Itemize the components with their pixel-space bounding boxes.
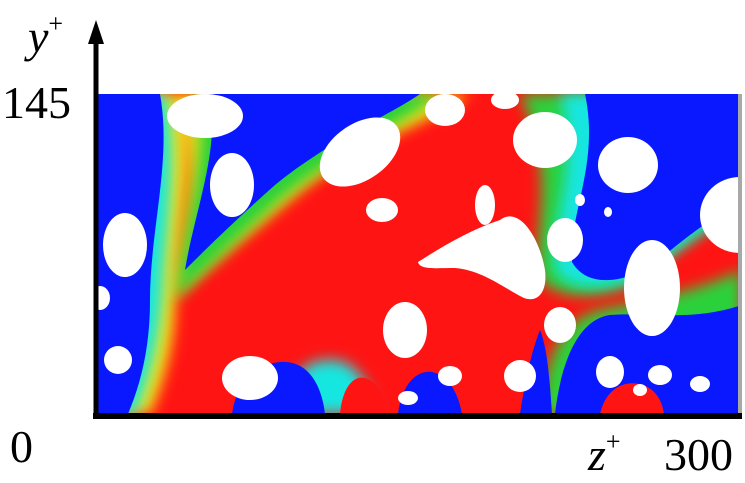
x-axis-max-label: 300 bbox=[664, 429, 733, 480]
y-axis-max-label: 145 bbox=[2, 77, 71, 128]
x-axis-symbol: z bbox=[588, 429, 606, 480]
axes bbox=[88, 20, 742, 419]
y-axis-label: y+ bbox=[28, 11, 63, 62]
y-axis-arrow bbox=[88, 20, 104, 44]
x-axis-superscript: + bbox=[605, 427, 621, 456]
x-axis-label: z+ bbox=[588, 429, 621, 480]
axis-origin-label: 0 bbox=[10, 421, 33, 472]
contour-field bbox=[96, 94, 742, 414]
y-axis-symbol: y bbox=[28, 11, 49, 62]
y-axis-superscript: + bbox=[48, 9, 64, 38]
